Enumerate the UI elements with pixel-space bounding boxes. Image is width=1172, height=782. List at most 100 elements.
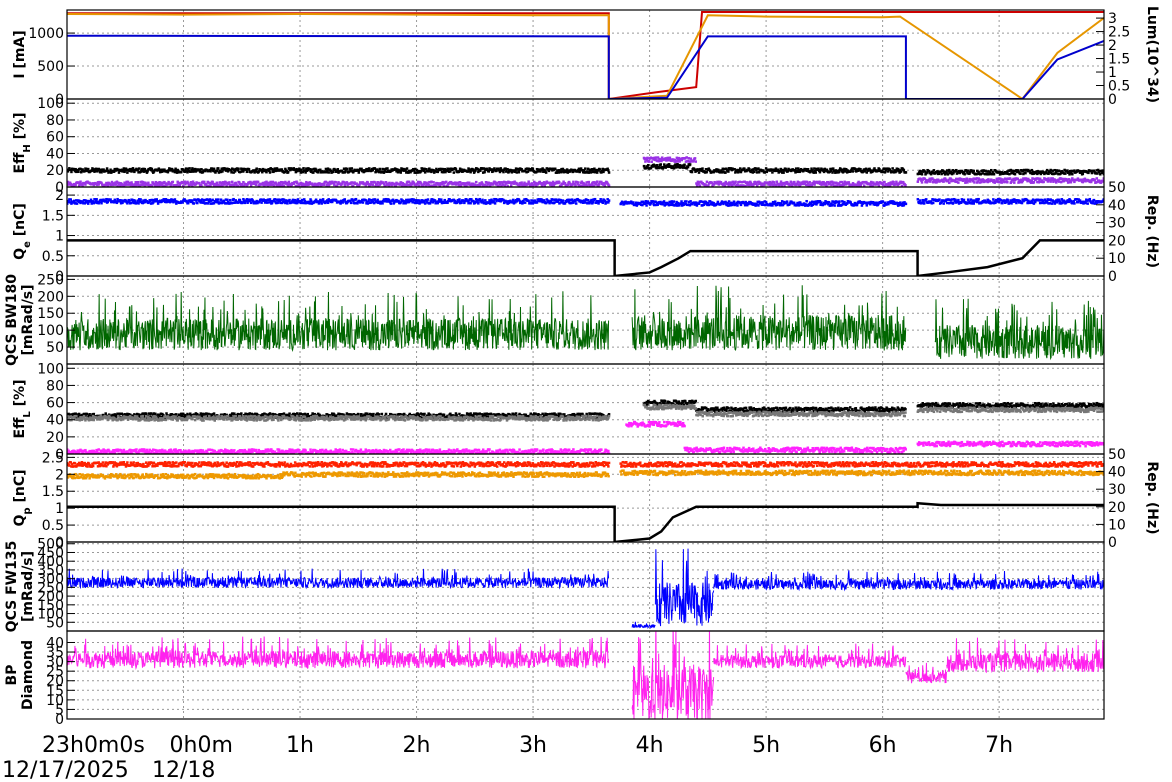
scatter-point	[802, 180, 806, 184]
scatter-point	[769, 202, 772, 206]
scatter-point	[497, 184, 500, 187]
scatter-point	[749, 201, 752, 204]
scatter-point	[649, 156, 653, 159]
scatter-point	[217, 167, 220, 170]
scatter-point	[143, 184, 147, 187]
scatter-point	[92, 183, 96, 187]
scatter-point	[402, 202, 405, 205]
scatter-point	[692, 201, 696, 204]
scatter-point	[111, 183, 114, 187]
scatter-point	[136, 180, 140, 184]
scatter-point	[408, 412, 412, 416]
scatter-point	[233, 201, 237, 204]
scatter-point	[417, 199, 421, 202]
scatter-point	[67, 183, 69, 187]
scatter-point	[1008, 177, 1012, 180]
scatter-point	[560, 200, 564, 204]
scatter-point	[957, 169, 961, 173]
scatter-point	[889, 200, 892, 203]
scatter-point	[670, 159, 673, 163]
scatter-point	[469, 201, 472, 205]
scatter-point	[155, 198, 158, 201]
scatter-point	[593, 181, 597, 185]
scatter-point	[1098, 169, 1101, 173]
scatter-point	[253, 182, 256, 186]
scatter-point	[769, 183, 772, 187]
scatter-point	[136, 168, 140, 171]
scatter-point	[1013, 178, 1017, 182]
scatter-point	[669, 201, 672, 204]
scatter-point	[801, 182, 804, 186]
scatter-point	[237, 167, 240, 171]
scatter-point	[1036, 172, 1039, 176]
scatter-point	[836, 200, 839, 204]
scatter-point	[191, 167, 194, 170]
scatter-point	[417, 413, 421, 417]
scatter-point	[990, 172, 994, 176]
scatter-point	[859, 200, 863, 204]
scatter-point	[184, 167, 188, 170]
scatter-point	[234, 181, 237, 185]
scatter-point	[447, 168, 450, 172]
scatter-point	[595, 180, 599, 183]
scatter-point	[607, 169, 610, 172]
scatter-point	[254, 201, 258, 205]
scatter-point	[1039, 198, 1043, 202]
scatter-point	[182, 168, 185, 171]
scatter-point	[198, 181, 201, 185]
scatter-point	[1056, 169, 1059, 173]
scatter-point	[1066, 178, 1069, 182]
scatter-point	[209, 170, 212, 173]
scatter-point	[577, 181, 580, 184]
scatter-point	[831, 171, 834, 174]
scatter-point	[417, 184, 421, 187]
scatter-point	[68, 201, 72, 204]
scatter-point	[244, 412, 247, 416]
scatter-point	[814, 200, 818, 203]
scatter-point	[868, 201, 871, 204]
scatter-point	[732, 200, 736, 203]
scatter-point	[100, 201, 103, 205]
scatter-point	[228, 198, 232, 202]
scatter-point	[677, 158, 680, 162]
scatter-point	[335, 199, 338, 202]
scatter-point	[1030, 199, 1034, 203]
scatter-point	[180, 414, 184, 418]
scatter-point	[159, 412, 163, 416]
scatter-point	[399, 201, 402, 204]
scatter-point	[481, 198, 484, 202]
scatter-point	[423, 167, 426, 171]
scatter-point	[950, 172, 954, 176]
scatter-point	[740, 180, 744, 184]
scatter-point	[421, 168, 424, 172]
scatter-point	[803, 182, 807, 186]
scatter-point	[297, 169, 300, 172]
scatter-point	[133, 170, 136, 174]
scatter-point	[964, 179, 968, 182]
scatter-point	[987, 178, 990, 181]
scatter-point	[837, 170, 841, 174]
scatter-point	[764, 167, 768, 170]
scatter-point	[507, 200, 510, 203]
scatter-point	[945, 172, 948, 175]
scatter-point	[822, 181, 825, 184]
scatter-point	[903, 201, 906, 204]
scatter-point	[342, 181, 346, 184]
scatter-point	[647, 160, 651, 163]
scatter-point	[232, 197, 235, 201]
scatter-point	[842, 169, 845, 172]
scatter-point	[739, 170, 743, 174]
scatter-point	[902, 204, 906, 207]
scatter-point	[836, 204, 840, 207]
scatter-point	[454, 183, 458, 186]
scatter-point	[938, 198, 941, 201]
scatter-point	[957, 181, 960, 184]
scatter-point	[934, 179, 937, 182]
scatter-point	[727, 200, 731, 203]
panel-frame	[66, 9, 1105, 100]
scatter-point	[86, 202, 90, 205]
scatter-point	[316, 184, 320, 187]
scatter-point	[537, 169, 541, 173]
